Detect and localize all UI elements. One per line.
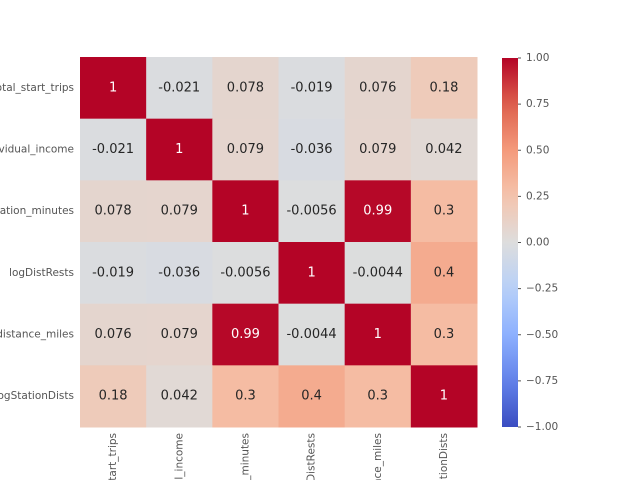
cell-annotation: 0.4 [434, 265, 455, 280]
heatmap-cell [212, 180, 279, 243]
x-tick-label: logStationDists [438, 433, 450, 480]
cell-annotation: 0.079 [161, 327, 198, 342]
cell-annotation: -0.0044 [286, 327, 336, 342]
heatmap-cell [80, 57, 147, 120]
cell-annotation: 1 [241, 204, 249, 219]
cell-annotation: -0.036 [291, 142, 333, 157]
cell-annotation: 0.3 [434, 204, 455, 219]
heatmap-cell [344, 242, 412, 305]
heatmap-cell [146, 118, 213, 181]
heatmap-cell [410, 365, 478, 428]
heatmap-cell [146, 180, 213, 243]
cell-annotation: -0.036 [158, 265, 200, 280]
heatmap-cell [80, 242, 147, 305]
heatmap-cell [80, 303, 147, 366]
heatmap-cell [278, 57, 346, 120]
cell-annotation: 1 [175, 142, 183, 157]
heatmap-cell [146, 57, 213, 120]
y-tick-label: duration_minutes [0, 205, 74, 217]
heatmap-cell [410, 118, 478, 181]
heatmap-cell [344, 365, 412, 428]
heatmap-cell [278, 303, 346, 366]
colorbar [502, 58, 518, 427]
cell-annotation: 0.078 [227, 80, 264, 95]
cell-annotation: 0.4 [301, 389, 322, 404]
cell-annotation: 1 [440, 389, 448, 404]
heatmap-cell [278, 242, 346, 305]
heatmap-cell [212, 57, 279, 120]
cell-annotation: 0.078 [94, 204, 131, 219]
cell-annotation: -0.0044 [353, 265, 403, 280]
cell-annotation: 1 [307, 265, 315, 280]
heatmap-cell [278, 365, 346, 428]
colorbar-tick-label: 0.75 [526, 98, 549, 110]
cell-annotation: 1 [374, 327, 382, 342]
cell-annotation: -0.0056 [220, 265, 270, 280]
cell-annotation: -0.021 [92, 142, 134, 157]
y-tick-label: total_start_trips [0, 82, 74, 94]
cell-annotation: 0.18 [99, 389, 128, 404]
heatmap-cell [212, 303, 279, 366]
heatmap-cell [146, 303, 213, 366]
heatmap-cell [410, 242, 478, 305]
cell-annotation: 0.042 [425, 142, 462, 157]
y-tick-label: individual_income [0, 144, 74, 156]
cell-annotation: 0.079 [359, 142, 396, 157]
colorbar-tick-label: −0.75 [526, 375, 558, 387]
colorbar-tick-label: −0.25 [526, 283, 558, 295]
colorbar-tick-label: 0.00 [526, 237, 549, 249]
cell-annotation: -0.0056 [286, 204, 336, 219]
cell-annotation: 0.079 [227, 142, 264, 157]
heatmap-cell [278, 180, 346, 243]
colorbar-tick-label: 0.25 [526, 190, 549, 202]
heatmap-cell [344, 57, 412, 120]
heatmap-cell [212, 365, 279, 428]
cell-annotation: 0.042 [161, 389, 198, 404]
cell-annotation: 1 [109, 80, 117, 95]
heatmap-cell [410, 303, 478, 366]
colorbar-tick-label: −1.00 [526, 421, 558, 433]
cell-annotation: 0.18 [429, 80, 458, 95]
colorbar-tick-label: 1.00 [526, 52, 549, 64]
heatmap-cell [344, 303, 412, 366]
heatmap-cell [212, 118, 279, 181]
heatmap-cell [278, 118, 346, 181]
heatmap-cell [410, 57, 478, 120]
heatmap-cell [80, 365, 147, 428]
y-tick-label: logDistRests [9, 267, 74, 279]
cell-annotation: 0.076 [94, 327, 131, 342]
heatmap-cell [80, 180, 147, 243]
x-tick-label: distance_miles [372, 433, 384, 480]
x-tick-label: total_start_trips [107, 433, 119, 480]
cell-annotation: -0.019 [92, 265, 134, 280]
colorbar-tick-label: −0.50 [526, 329, 558, 341]
heatmap-cell [344, 118, 412, 181]
cell-annotation: 0.3 [235, 389, 256, 404]
cell-annotation: 0.079 [161, 204, 198, 219]
heatmap-cell [80, 118, 147, 181]
y-tick-label: logStationDists [0, 390, 74, 402]
heatmap-cell [212, 242, 279, 305]
heatmap-cell [146, 242, 213, 305]
cell-annotation: -0.019 [291, 80, 333, 95]
cell-annotation: 0.076 [359, 80, 396, 95]
cell-annotation: 0.99 [231, 327, 260, 342]
cell-annotation: -0.021 [158, 80, 200, 95]
y-tick-label: distance_miles [0, 329, 74, 341]
heatmap-cell [410, 180, 478, 243]
heatmap-cell [344, 180, 412, 243]
x-tick-label: logDistRests [306, 433, 318, 480]
colorbar-tick-label: 0.50 [526, 144, 549, 156]
x-tick-label: individual_income [173, 433, 185, 480]
cell-annotation: 0.99 [363, 204, 392, 219]
x-tick-label: duration_minutes [239, 433, 251, 480]
cell-annotation: 0.3 [367, 389, 388, 404]
cell-annotation: 0.3 [434, 327, 455, 342]
heatmap-cell [146, 365, 213, 428]
